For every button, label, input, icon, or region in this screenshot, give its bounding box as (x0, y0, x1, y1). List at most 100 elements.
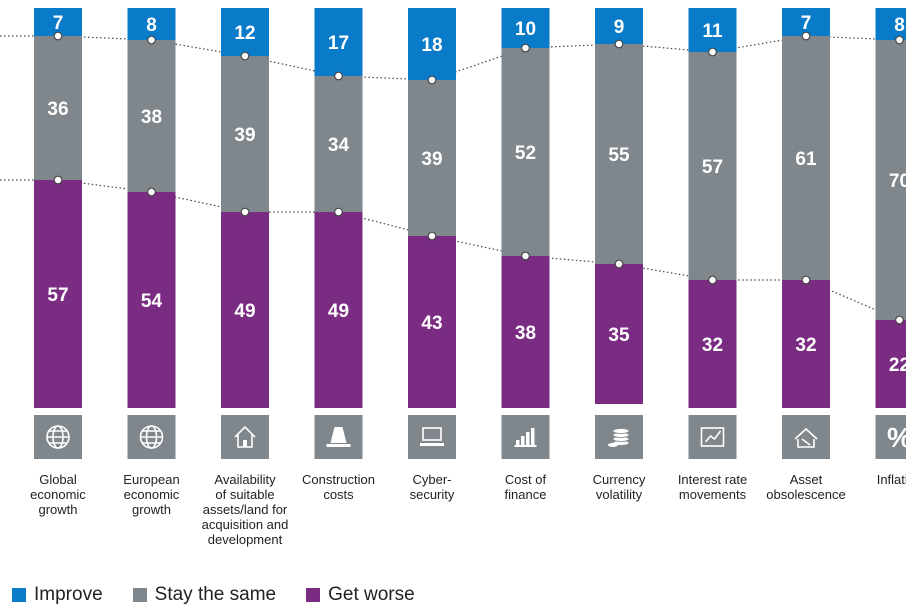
legend-item-get-worse: Get worse (306, 584, 415, 606)
bar-segment-improve (782, 8, 830, 36)
connector-point (801, 31, 811, 41)
newspaper-chart-icon (688, 415, 737, 459)
category-label: Cyber-security (410, 472, 455, 502)
connector-point (53, 31, 63, 41)
connector-point (53, 175, 63, 185)
connector-point (240, 207, 250, 217)
data-label: 35 (608, 325, 630, 346)
bar-segment-improve (875, 8, 906, 40)
globe-icon (34, 415, 82, 459)
legend-label-get-worse: Get worse (328, 584, 415, 605)
bar-segment-improve (221, 8, 269, 56)
house-icon (221, 415, 269, 459)
connector-points (53, 31, 904, 325)
data-label: 57 (47, 285, 68, 306)
coins-icon (595, 415, 643, 459)
connector-point (521, 43, 530, 53)
bars-group: 7 36 57 8 38 54 12 39 49 17 34 49 18 39 43 10 52 38 9 55 35 1… (34, 8, 906, 408)
connector-point (334, 207, 343, 217)
connector-point (521, 251, 530, 261)
data-label: 11 (702, 21, 723, 42)
bar-segment-stay-the-same (688, 52, 737, 280)
data-label: 39 (421, 149, 442, 170)
bar-segment-improve (408, 8, 456, 80)
category-labels: Global economic growth European economic grow… (30, 472, 906, 547)
data-label: 17 (328, 33, 349, 54)
globe-icon (127, 415, 176, 459)
connector-point (708, 275, 717, 285)
bar-segment-stay-the-same (875, 40, 906, 320)
data-label: 10 (515, 19, 536, 40)
connector-point (427, 231, 437, 241)
bar-segment-improve (314, 8, 363, 76)
bar-segment-stay-the-same (221, 56, 269, 212)
data-label: 12 (234, 23, 255, 44)
bar-segment-stay-the-same (501, 48, 550, 256)
bar-segment-improve (595, 8, 643, 44)
bar-segment-improve (501, 8, 550, 48)
data-label: 32 (795, 335, 816, 356)
legend-swatch-stay-the-same (132, 588, 147, 602)
data-label: 9 (614, 17, 625, 38)
data-label: 39 (234, 125, 255, 146)
bar-segment-stay-the-same (127, 40, 176, 192)
connector-point (801, 275, 811, 285)
data-label: 54 (141, 291, 163, 312)
bar-segment-stay-the-same (408, 80, 456, 236)
connector-point (427, 75, 437, 85)
data-label: 49 (328, 301, 349, 322)
connector-point (147, 187, 156, 197)
data-label: 32 (702, 335, 723, 356)
data-label: 22 (889, 355, 906, 376)
building-icon (782, 415, 830, 459)
traffic-cone-icon (314, 415, 363, 459)
category-label: Inflation (877, 472, 906, 487)
category-label: Currency volatility (593, 472, 646, 502)
data-label: 34 (328, 135, 350, 156)
legend-swatch-improve (12, 588, 26, 602)
bar-segment-stay-the-same (34, 36, 82, 180)
bar-segment-get-worse (127, 192, 176, 408)
data-label: 61 (795, 149, 817, 170)
data-label: 57 (702, 157, 723, 178)
data-label: 8 (146, 15, 157, 36)
bar-segment-improve (34, 8, 82, 36)
bar-segment-stay-the-same (595, 44, 643, 264)
data-label: 7 (53, 13, 64, 34)
category-icons: % (34, 415, 906, 459)
connector-point (708, 47, 717, 57)
data-label: 38 (141, 107, 162, 128)
connector-point (614, 259, 624, 269)
data-label: 36 (47, 99, 68, 120)
data-label: 55 (608, 145, 630, 166)
bar-segment-get-worse (688, 280, 737, 408)
legend-item-improve: Improve (12, 584, 103, 606)
bar-segment-improve (127, 8, 176, 40)
connector-point (895, 315, 904, 325)
bar-segment-get-worse (782, 280, 830, 408)
connector-point (334, 71, 343, 81)
connector-point (147, 35, 156, 45)
laptop-icon (408, 415, 456, 459)
legend: Improve Stay the same Get worse (12, 584, 445, 606)
stacked-bar-chart: 7 36 57 8 38 54 12 39 49 17 34 49 18 39 43 10 52 38 9 55 35 1… (0, 8, 906, 547)
legend-item-stay-the-same: Stay the same (132, 584, 276, 606)
category-label: Global economic growth (30, 472, 86, 517)
data-label: 43 (421, 313, 442, 334)
category-label: Interest rate movements (678, 472, 747, 502)
category-label: Availability of suitable assets/land for ac… (202, 472, 289, 547)
bar-segment-get-worse (501, 256, 550, 408)
category-label: Construction costs (302, 472, 375, 502)
bar-segment-get-worse (34, 180, 82, 408)
category-label: European economic growth (123, 472, 180, 517)
legend-label-improve: Improve (34, 584, 103, 605)
svg-text:%: % (887, 422, 906, 453)
bar-segment-improve (688, 8, 737, 52)
bar-segment-stay-the-same (314, 76, 363, 212)
bar-segment-get-worse (595, 264, 643, 404)
bar-segment-get-worse (314, 212, 363, 408)
category-label: Asset obsolescence (766, 472, 846, 502)
category-label: Cost of finance (505, 472, 547, 502)
bar-chart-icon (501, 415, 550, 459)
data-label: 18 (421, 35, 442, 56)
